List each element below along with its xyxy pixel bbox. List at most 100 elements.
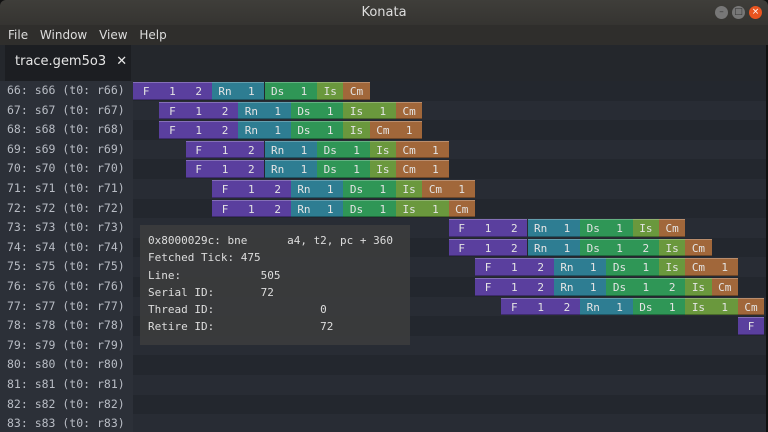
stage-is[interactable]: Is 1 <box>343 101 396 120</box>
stage-is[interactable]: Is 1 <box>685 297 738 316</box>
pipeline-row[interactable]: 68: s68 (t0: r68) F 1 2 Rn 1 Ds 1 Is Cm 1 <box>0 120 766 140</box>
stage-cm[interactable]: Cm <box>343 82 370 100</box>
stage-cm[interactable]: Cm 1 <box>422 180 475 198</box>
stage-f[interactable]: F 1 2 <box>185 140 265 159</box>
stage-f[interactable]: F 1 2 <box>474 258 554 276</box>
menu-help[interactable]: Help <box>139 28 167 42</box>
stage-is[interactable]: Is <box>396 180 423 198</box>
stage-rn[interactable]: Rn 1 <box>238 101 291 120</box>
stage-ds[interactable]: Ds 1 2 <box>580 238 659 257</box>
pipeline-row[interactable]: 74: s74 (t0: r74) F 1 2 Rn 1 Ds 1 2 Is Cm <box>0 237 766 258</box>
stage-cycle-label: 1 <box>300 163 308 177</box>
minimize-icon[interactable]: – <box>715 6 728 19</box>
stage-ds[interactable]: Ds 1 <box>317 160 370 178</box>
stage-is[interactable]: Is <box>317 82 344 100</box>
stage-is[interactable]: Is <box>685 278 712 296</box>
stage-cm[interactable]: Cm <box>396 101 423 120</box>
stage-f[interactable]: F <box>737 317 765 335</box>
stage-cycle-label: 1 <box>616 222 623 236</box>
stage-is[interactable]: Is <box>659 238 686 257</box>
stage-f[interactable]: F 1 2 <box>448 219 528 237</box>
stage-cycle-label: F <box>484 281 492 294</box>
pipeline-row[interactable]: 72: s72 (t0: r72) F 1 2 Rn 1 Ds 1 Is 1 Cm <box>0 198 766 219</box>
stage-ds[interactable]: Ds 1 <box>580 219 633 237</box>
stage-f[interactable]: F 1 2 <box>501 297 581 316</box>
pipeline-row[interactable]: 69: s69 (t0: r69) F 1 2 Rn 1 Ds 1 Is Cm 1 <box>0 139 766 160</box>
maximize-icon[interactable]: □ <box>732 6 745 19</box>
pipeline-row[interactable]: 76: s76 (t0: r76) F 1 2 Rn 1 Ds 1 2 Is Cm <box>0 277 766 297</box>
pipeline-row[interactable]: 70: s70 (t0: r70) F 1 2 Rn 1 Ds 1 Is Cm 1 <box>0 159 766 179</box>
pipeline-row[interactable]: 71: s71 (t0: r71) F 1 2 Rn 1 Ds 1 Is Cm 1 <box>0 179 766 199</box>
stage-ds[interactable]: Ds 1 <box>343 199 396 218</box>
stage-cycle-label: 1 <box>563 222 571 236</box>
stage-f[interactable]: F 1 2 <box>133 82 212 100</box>
stage-rn[interactable]: Rn 1 <box>290 199 344 218</box>
stage-ds[interactable]: Ds 1 <box>606 258 659 276</box>
stage-cycle-label: Cm <box>455 202 469 216</box>
pipeline-row[interactable]: 78: s78 (t0: r78) F <box>0 316 766 336</box>
stage-ds[interactable]: Ds 1 <box>317 140 370 159</box>
tab-trace[interactable]: trace.gem5o3 ✕ <box>5 45 131 81</box>
stage-ds[interactable]: Ds 1 <box>343 180 396 198</box>
stage-cycle-label: 1 <box>326 183 334 196</box>
stage-cycle-label: 1 <box>642 281 650 294</box>
stage-f[interactable]: F 1 2 <box>448 238 528 257</box>
stage-cycle-label: 2 <box>668 281 676 294</box>
stage-rn[interactable]: Rn 1 <box>580 297 633 316</box>
stage-rn[interactable]: Rn 1 <box>264 140 318 159</box>
stage-is[interactable]: Is <box>659 258 686 276</box>
stage-rn[interactable]: Rn 1 <box>290 180 344 198</box>
close-tab-icon[interactable]: ✕ <box>116 54 128 69</box>
stage-rn[interactable]: Rn 1 <box>211 82 265 100</box>
stage-ds[interactable]: Ds 1 <box>632 297 686 316</box>
stage-ds[interactable]: Ds 1 <box>264 82 318 100</box>
pipeline-row[interactable]: 66: s66 (t0: r66) F 1 2 Rn 1 Ds 1 Is Cm <box>0 81 766 101</box>
pipeline-view[interactable]: 66: s66 (t0: r66) F 1 2 Rn 1 Ds 1 Is Cm 67: s67 (t… <box>0 81 766 432</box>
pipeline-row[interactable]: 83: s83 (t0: r83) <box>0 414 766 432</box>
stage-cycle-label: Is <box>639 222 653 236</box>
menu-window[interactable]: Window <box>39 28 88 42</box>
menu-view[interactable]: View <box>99 28 128 42</box>
row-label: 80: s80 (t0: r80) <box>0 355 133 375</box>
stage-rn[interactable]: Rn 1 <box>264 160 318 178</box>
stage-is[interactable]: Is 1 <box>396 199 449 218</box>
stage-is[interactable]: Is <box>369 140 396 159</box>
stage-ds[interactable]: Ds 1 <box>290 101 344 120</box>
pipeline-row[interactable]: 67: s67 (t0: r67) F 1 2 Rn 1 Ds 1 Is 1 Cm <box>0 100 766 121</box>
stage-f[interactable]: F 1 2 <box>211 180 291 198</box>
stage-cm[interactable]: Cm <box>659 219 686 237</box>
pipeline-row[interactable]: 80: s80 (t0: r80) <box>0 355 766 375</box>
pipeline-row[interactable]: 81: s81 (t0: r81) <box>0 375 766 395</box>
tooltip-line: Serial ID: 72 <box>148 285 274 299</box>
stage-cm[interactable]: Cm <box>685 238 712 257</box>
stage-f[interactable]: F 1 2 <box>185 160 265 178</box>
stage-cycle-label: 1 <box>274 104 281 118</box>
stage-rn[interactable]: Rn 1 <box>553 258 607 276</box>
close-window-icon[interactable]: × <box>749 6 762 19</box>
stage-is[interactable]: Is <box>343 121 370 139</box>
stage-rn[interactable]: Rn 1 <box>527 219 581 237</box>
stage-f[interactable]: F 1 2 <box>159 121 239 139</box>
stage-rn[interactable]: Rn 1 <box>553 278 607 296</box>
pipeline-row[interactable]: 82: s82 (t0: r82) <box>0 394 766 415</box>
menu-file[interactable]: File <box>8 28 29 42</box>
stage-cm[interactable]: Cm 1 <box>396 160 449 178</box>
stage-cycle-label: F <box>511 300 518 314</box>
stage-f[interactable]: F 1 2 <box>211 199 291 218</box>
stage-cm[interactable]: Cm <box>737 297 765 316</box>
stage-cm[interactable]: Cm <box>448 199 475 218</box>
stage-f[interactable]: F 1 2 <box>159 101 239 120</box>
stage-is[interactable]: Is <box>632 219 659 237</box>
stage-cm[interactable]: Cm 1 <box>369 121 423 139</box>
stage-rn[interactable]: Rn 1 <box>527 238 581 257</box>
stage-f[interactable]: F 1 2 <box>474 278 554 296</box>
stage-ds[interactable]: Ds 1 <box>290 121 344 139</box>
stage-cm[interactable]: Cm <box>711 278 738 296</box>
stage-rn[interactable]: Rn 1 <box>238 121 291 139</box>
stage-cycle-label: 1 <box>221 163 229 177</box>
row-label: 72: s72 (t0: r72) <box>0 198 133 219</box>
stage-cm[interactable]: Cm 1 <box>685 258 738 276</box>
stage-is[interactable]: Is <box>369 160 396 178</box>
stage-cm[interactable]: Cm 1 <box>396 140 449 159</box>
stage-ds[interactable]: Ds 1 2 <box>606 278 686 296</box>
